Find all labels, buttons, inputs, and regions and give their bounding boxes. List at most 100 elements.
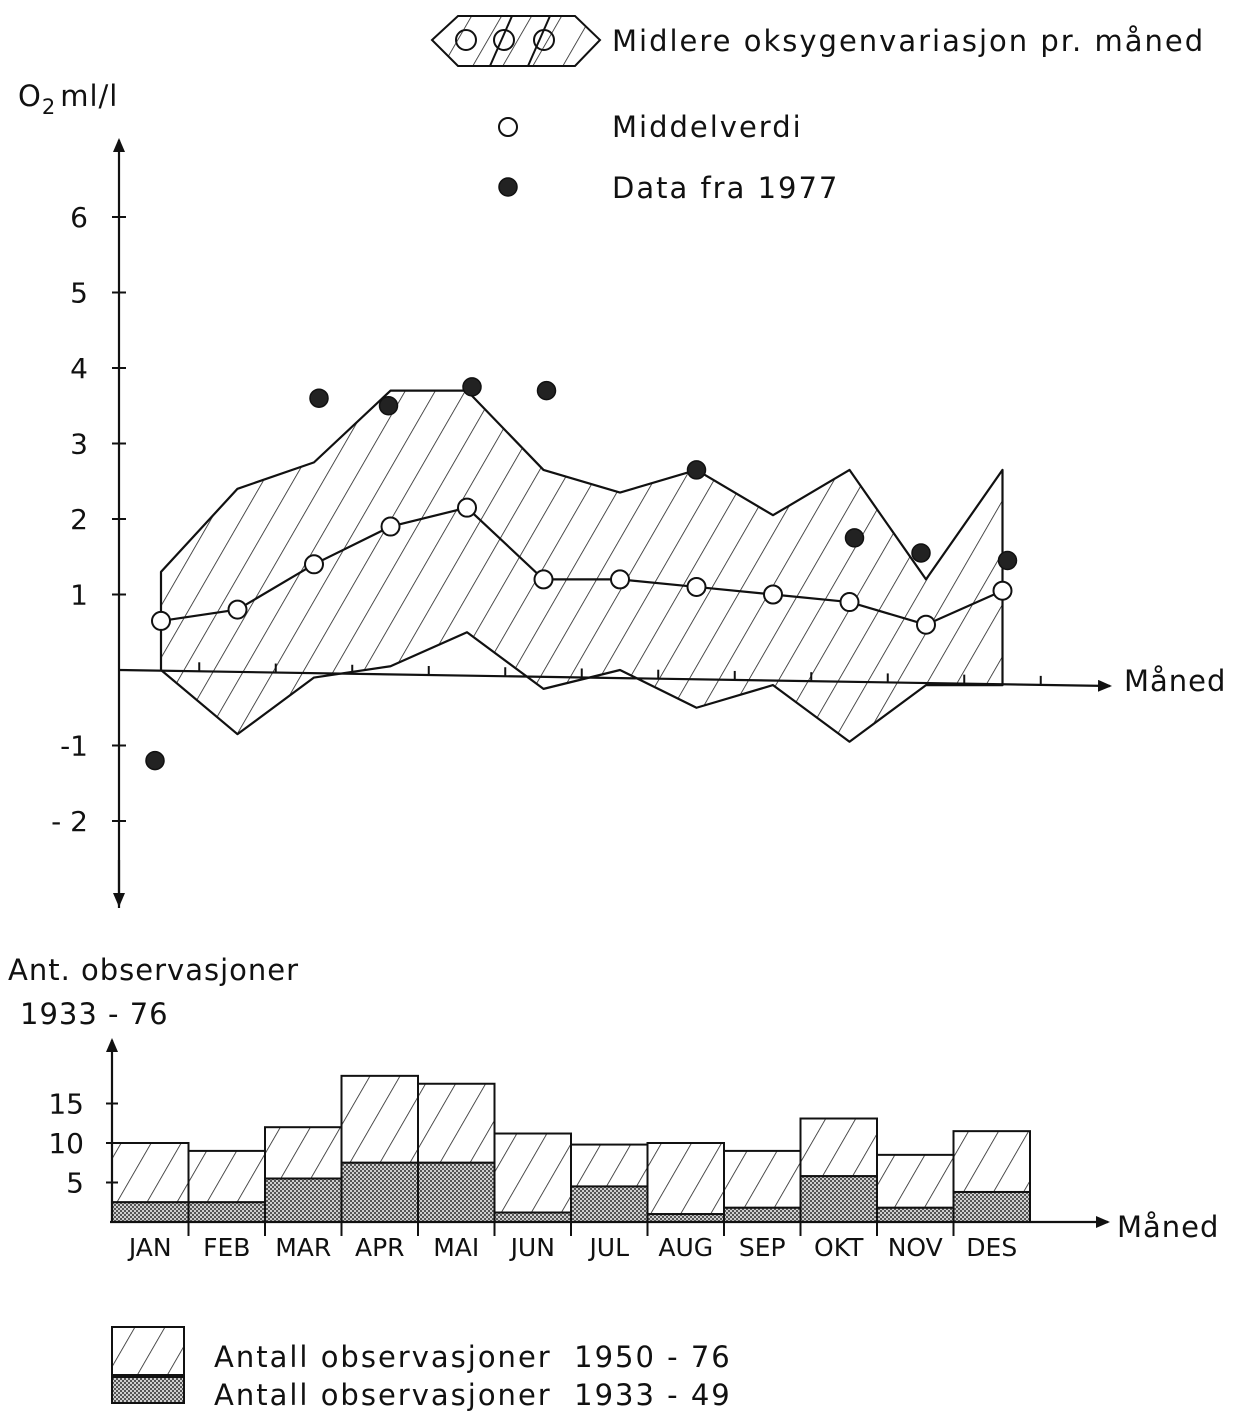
legend-1933-49-label: Antall observasjoner 1933 - 49 xyxy=(214,1378,732,1412)
legend-band-symbol xyxy=(430,15,602,67)
bar-x-axis-label: Måned xyxy=(1117,1210,1219,1244)
bar-y-axis-label-line1: Ant. observasjoner xyxy=(8,953,299,987)
bar-1950-76-mai xyxy=(417,1082,496,1164)
month-label-jun: JUN xyxy=(509,1233,555,1262)
bar-y-axis-label-line2: 1933 - 76 xyxy=(20,997,169,1031)
month-label-jan: JAN xyxy=(127,1233,172,1262)
y-tick-label: 5 xyxy=(70,277,88,310)
bottom-chart: Ant. observasjoner 1933 - 76 15 10 5 JAN FE… xyxy=(8,953,1219,1262)
legend-1977-label: Data fra 1977 xyxy=(612,171,839,205)
mean-point-mai xyxy=(457,497,477,518)
data-1977-point-okt xyxy=(844,528,865,548)
legend-open-circle-symbol xyxy=(498,117,518,137)
y-tick-label: 4 xyxy=(70,352,88,385)
legend-filled-circle-symbol xyxy=(498,177,518,197)
bar-1933-49-jun xyxy=(493,1211,572,1224)
x-axis xyxy=(118,668,1112,692)
legend-stippled-symbol xyxy=(111,1376,185,1404)
bars xyxy=(111,1074,1031,1224)
bar-1933-49-apr xyxy=(340,1161,419,1223)
bar-1933-49-jul xyxy=(570,1185,649,1223)
month-label-okt: OKT xyxy=(814,1233,864,1262)
month-label-mai: MAI xyxy=(433,1233,479,1262)
y-tick-label: - 2 xyxy=(51,805,88,838)
y-tick-label: 6 xyxy=(70,201,88,234)
month-label-aug: AUG xyxy=(658,1233,713,1262)
month-label-sep: SEP xyxy=(739,1233,786,1262)
month-label-apr: APR xyxy=(355,1233,405,1262)
bar-1933-49-sep xyxy=(723,1206,802,1224)
bar-1950-76-des xyxy=(952,1130,1031,1193)
mean-point-feb xyxy=(227,599,248,620)
legend-hatched-symbol xyxy=(111,1326,185,1376)
data-1977-point-nov xyxy=(911,543,931,563)
bar-1933-49-aug xyxy=(646,1213,725,1223)
data-1977-point-apr xyxy=(378,396,399,416)
mean-point-jul xyxy=(610,569,630,590)
mean-point-mar xyxy=(304,554,324,575)
x-axis-ticks xyxy=(198,662,1042,685)
bar-1950-76-jul xyxy=(570,1143,649,1188)
mean-point-jan xyxy=(151,610,171,631)
legend-mean-label: Middelverdi xyxy=(612,110,803,144)
data-1977-point-des xyxy=(997,550,1018,571)
y-axis-label: O2 ml/l xyxy=(18,79,118,119)
bar-1950-76-sep xyxy=(723,1149,802,1209)
legend-1950-76-label: Antall observasjoner 1950 - 76 xyxy=(214,1340,732,1374)
data-1977-point-mar xyxy=(309,388,329,408)
data-1977-points xyxy=(145,377,1018,771)
bar-1933-49-okt xyxy=(799,1175,878,1224)
bar-1950-76-jun xyxy=(493,1132,572,1214)
y-tick-label: 3 xyxy=(70,428,88,461)
month-label-nov: NOV xyxy=(888,1233,943,1262)
data-1977-point-aug xyxy=(686,460,707,480)
bar-1950-76-aug xyxy=(646,1142,725,1216)
legend-bottom: Antall observasjoner 1950 - 76 Antall ob… xyxy=(111,1326,732,1412)
legend-top: Midlere oksygenvariasjon pr. måned Midde… xyxy=(430,15,1205,205)
y-axis-ticks: 6 5 4 3 2 1 -1 - 2 xyxy=(51,201,126,838)
bar-1950-76-feb xyxy=(187,1149,266,1204)
y-axis-label-unit: ml/l xyxy=(60,79,118,113)
data-1977-point-jun xyxy=(536,380,557,401)
bar-1950-76-apr xyxy=(340,1074,419,1164)
bar-1950-76-nov xyxy=(876,1153,955,1209)
x-axis-label: Måned xyxy=(1124,664,1226,698)
legend-band-label: Midlere oksygenvariasjon pr. måned xyxy=(612,24,1205,58)
mean-point-apr xyxy=(380,516,401,537)
y-axis-label-sub: 2 xyxy=(42,95,56,119)
mean-point-des xyxy=(992,580,1013,601)
mean-point-nov xyxy=(916,614,936,635)
month-label-des: DES xyxy=(966,1233,1017,1262)
month-labels: JAN FEB MAR APR MAI JUN JUL AUG SEP OKT NOV DES xyxy=(127,1222,1017,1262)
bar-1950-76-mar xyxy=(264,1126,343,1180)
y-tick-label: 2 xyxy=(70,503,88,536)
bar-y-ticks: 15 10 5 xyxy=(48,1088,118,1200)
bar-y-tick-label: 10 xyxy=(48,1127,84,1160)
data-1977-point-mai xyxy=(462,377,482,397)
bar-1933-49-mar xyxy=(264,1177,343,1224)
mean-line xyxy=(160,506,1003,626)
bar-1933-49-feb xyxy=(187,1201,266,1223)
data-1977-point-jan xyxy=(145,750,165,771)
bar-1933-49-mai xyxy=(417,1161,496,1223)
mean-point-sep xyxy=(763,584,783,605)
bar-y-tick-label: 15 xyxy=(48,1088,84,1121)
y-axis-label-main: O xyxy=(18,79,42,113)
bar-1950-76-jan xyxy=(111,1142,190,1204)
bar-y-tick-label: 5 xyxy=(66,1167,84,1200)
mean-point-okt xyxy=(839,592,860,613)
bar-1933-49-nov xyxy=(876,1206,955,1224)
month-label-mar: MAR xyxy=(275,1233,331,1262)
oxygen-variation-band xyxy=(159,389,1004,743)
y-tick-label: -1 xyxy=(60,730,88,763)
month-label-feb: FEB xyxy=(203,1233,250,1262)
bar-1933-49-jan xyxy=(111,1201,190,1223)
mean-point-jun xyxy=(533,569,554,590)
month-label-jul: JUL xyxy=(587,1233,629,1262)
bar-1933-49-des xyxy=(952,1190,1031,1223)
mean-points xyxy=(151,497,1013,635)
mean-point-aug xyxy=(686,576,707,597)
bar-1950-76-okt xyxy=(799,1117,878,1178)
